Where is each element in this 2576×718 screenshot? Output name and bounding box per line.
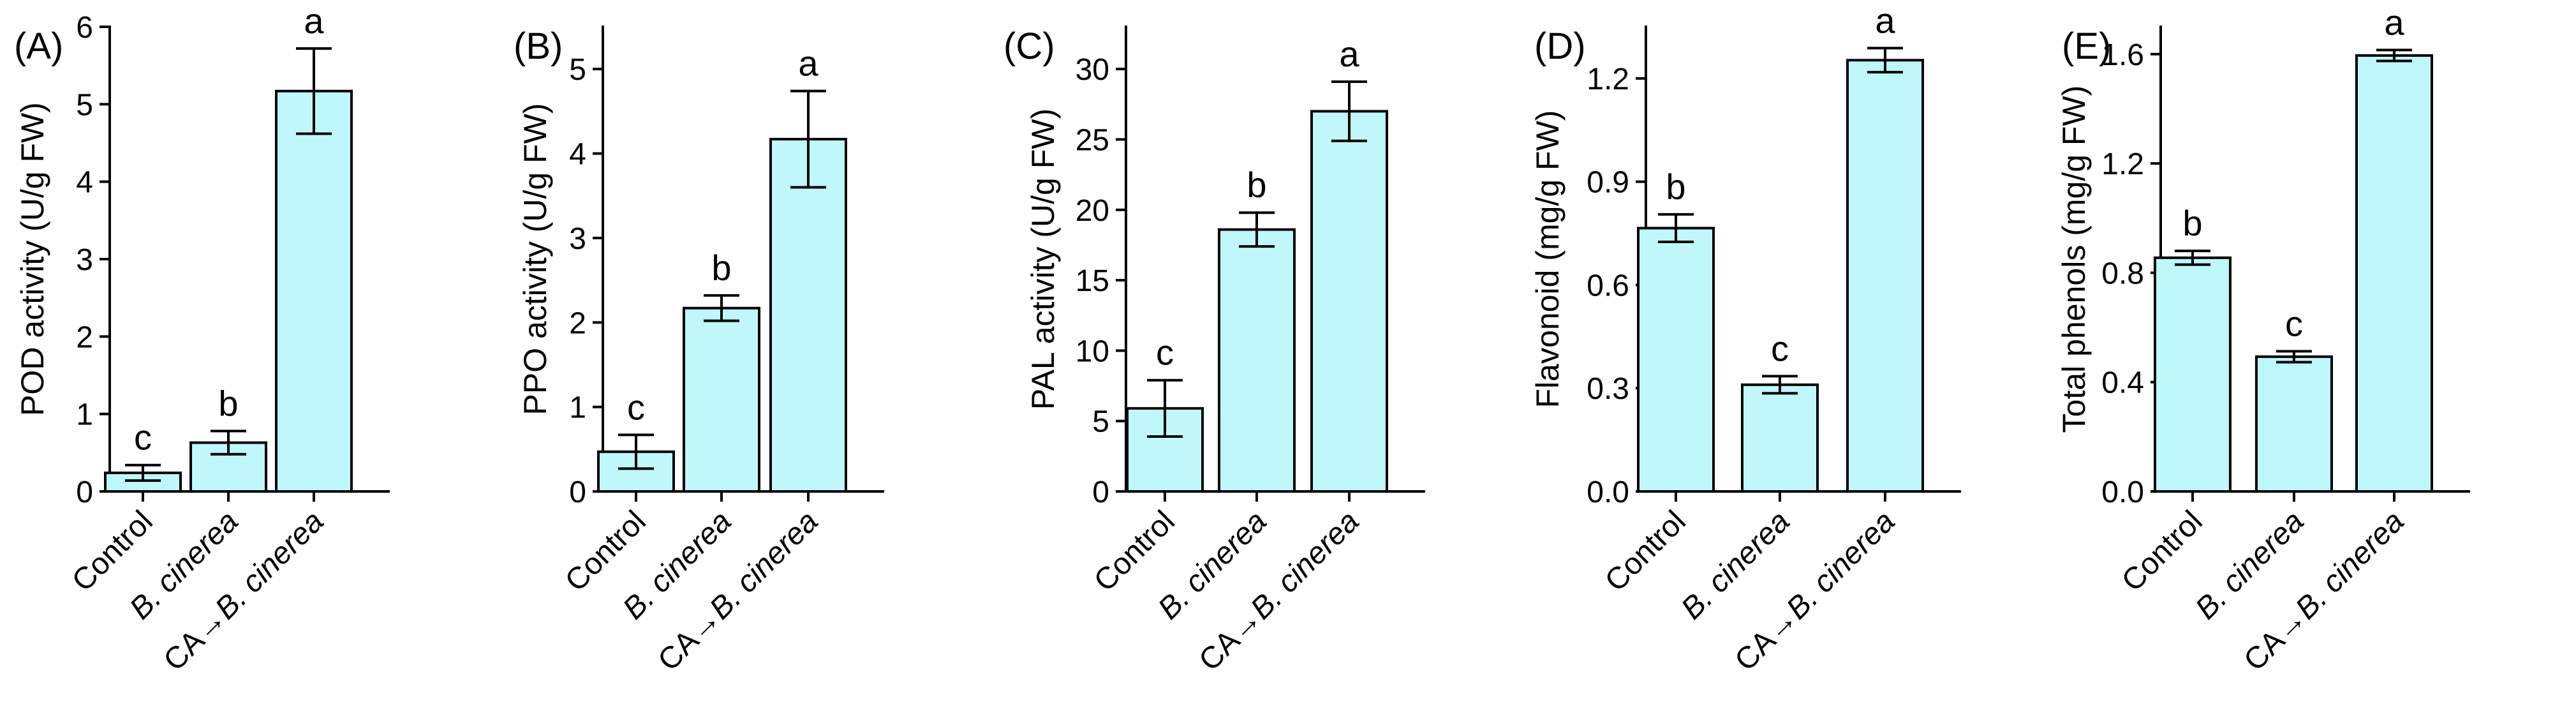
y-tick-label: 3	[569, 222, 586, 256]
x-tick-label: CA→B. cinerea	[651, 504, 824, 677]
y-tick-label: 6	[76, 11, 93, 45]
y-tick-label: 2	[569, 306, 586, 340]
significance-letter: b	[218, 383, 238, 423]
significance-letter: a	[1339, 34, 1359, 74]
y-tick-label: 5	[569, 53, 586, 87]
x-tick-label: Control	[2115, 504, 2209, 598]
y-tick-label: 1.2	[1587, 63, 1629, 96]
y-tick-label: 5	[1092, 405, 1109, 439]
panel-label: (A)	[14, 26, 63, 67]
panel-label: (E)	[2062, 26, 2111, 67]
bar-1	[2154, 256, 2232, 493]
significance-letter: c	[2285, 303, 2303, 343]
panel-a: (A)POD activity (U/g FW)0123456cControlb…	[14, 1, 390, 678]
panel-label: (B)	[514, 26, 563, 67]
significance-letter: c	[1771, 328, 1789, 368]
y-tick-label: 0.0	[2101, 475, 2144, 509]
x-tick-label: CA→B. cinerea	[1192, 504, 1365, 677]
bar-3	[769, 138, 847, 493]
y-tick-label: 10	[1076, 334, 1109, 368]
significance-letter: b	[1666, 167, 1685, 207]
x-tick-label: CA→B. cinerea	[157, 504, 330, 677]
y-axis-title: Total phenols (mg/g FW)	[2056, 86, 2092, 433]
y-tick-label: 0	[569, 475, 586, 509]
significance-letter: b	[1247, 165, 1266, 205]
y-tick-label: 30	[1076, 53, 1109, 87]
y-tick-label: 25	[1076, 123, 1109, 157]
panel-label: (D)	[1534, 26, 1586, 67]
panel-c: (C) PAL activity (U/g FW) 0 5 10 15 20 25 30 c Con…	[1003, 26, 1425, 678]
y-tick-label: 0	[1092, 475, 1109, 509]
y-tick-label: 0.0	[1587, 475, 1629, 509]
y-axis-title: PAL activity (U/g FW)	[1025, 108, 1061, 410]
panel-d: (D) Flavonoid (mg/g FW) 0.0 0.3 0.6 0.9 1.2 b Co…	[1530, 0, 1961, 678]
x-tick-label: Control	[1599, 504, 1692, 598]
y-tick-label: 0.4	[2101, 366, 2144, 400]
bar-2	[1218, 228, 1296, 493]
y-tick-label: 0	[76, 475, 93, 509]
y-tick-label: 15	[1076, 264, 1109, 298]
y-tick-label: 1	[569, 391, 586, 425]
bar-2	[683, 306, 760, 493]
x-tick-label: Control	[1088, 504, 1181, 598]
bar-3	[2355, 54, 2433, 493]
significance-letter: c	[627, 387, 645, 427]
y-tick-label: 1.2	[2101, 147, 2144, 181]
significance-letter: a	[2384, 2, 2404, 42]
significance-letter: a	[1875, 0, 1895, 40]
panel-label: (C)	[1003, 26, 1055, 67]
y-tick-label: 0.8	[2101, 257, 2144, 290]
significance-letter: a	[304, 1, 324, 41]
y-tick-label: 0.9	[1587, 166, 1629, 200]
panel-b: (B)PPO activity (U/g FW)012345cControlbB…	[514, 26, 884, 678]
y-tick-label: 4	[569, 138, 586, 172]
bar-3	[1846, 59, 1924, 493]
significance-letter: b	[711, 248, 731, 288]
y-tick-label: 20	[1076, 194, 1109, 228]
bar-2	[1741, 383, 1819, 493]
y-tick-label: 0.6	[1587, 269, 1629, 303]
bar-2	[2255, 355, 2333, 493]
bar-3	[275, 89, 353, 493]
bar-3	[1310, 110, 1388, 493]
y-tick-label: 1	[76, 398, 93, 432]
significance-letter: c	[134, 417, 152, 458]
y-axis-title: POD activity (U/g FW)	[15, 102, 50, 416]
y-axis-title: PPO activity (U/g FW)	[517, 103, 553, 415]
bar-1	[1637, 227, 1715, 493]
x-tick-label-species: B. cinerea	[1780, 504, 1901, 625]
significance-letter: a	[798, 43, 818, 84]
x-tick-label-species: B. cinerea	[2289, 504, 2410, 625]
y-tick-label: 1.6	[2101, 38, 2144, 72]
y-axis-title: Flavonoid (mg/g FW)	[1530, 110, 1566, 408]
y-tick-label: 2	[76, 320, 93, 354]
significance-letter: b	[2182, 203, 2202, 243]
panel-e: (E) Total phenols (mg/g FW) 0.0 0.4 0.8 1.2 1.…	[2056, 2, 2470, 678]
y-tick-label: 4	[76, 166, 93, 200]
y-tick-label: 5	[76, 88, 93, 122]
y-tick-label: 3	[76, 243, 93, 277]
y-tick-label: 0.3	[1587, 372, 1629, 406]
significance-letter: c	[1156, 333, 1174, 373]
